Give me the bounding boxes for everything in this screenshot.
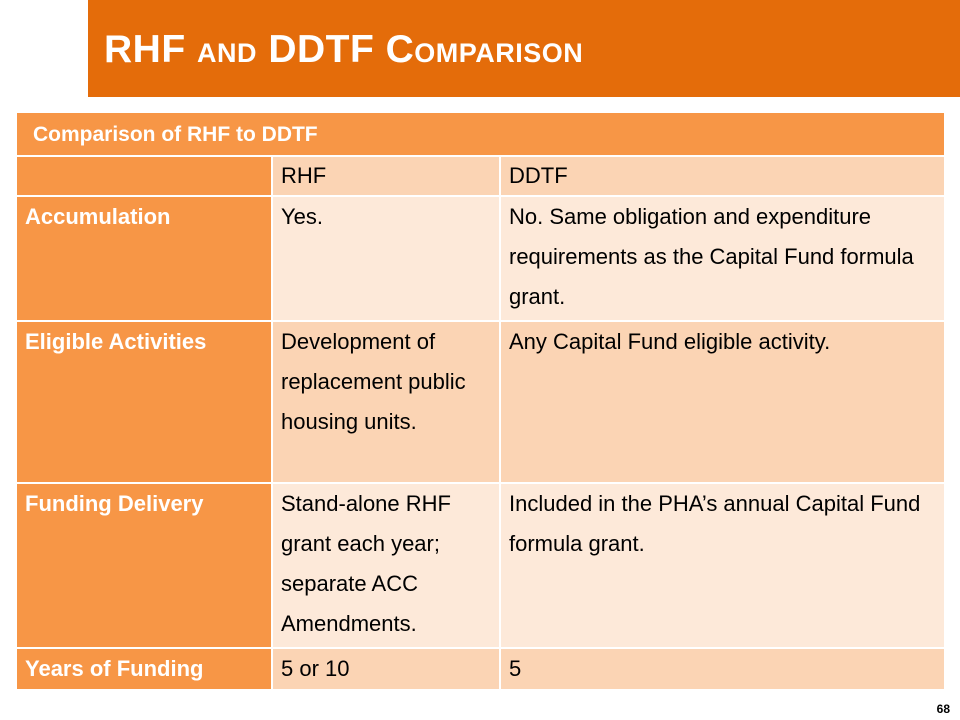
rhf-cell: Stand-alone RHF grant each year; separat…: [271, 482, 501, 649]
table-caption-row: Comparison of RHF to DDTF: [15, 111, 946, 157]
table-row: Accumulation Yes. No. Same obligation an…: [15, 195, 946, 322]
ddtf-cell: No. Same obligation and expenditure requ…: [499, 195, 946, 322]
slide-title: RHF and DDTF Comparison: [104, 28, 584, 71]
column-header-ddtf: DDTF: [499, 155, 946, 197]
table-row: Years of Funding 5 or 10 5: [15, 647, 946, 691]
column-header-rhf: RHF: [271, 155, 501, 197]
row-label: Accumulation: [15, 195, 273, 322]
row-label: Eligible Activities: [15, 320, 273, 484]
comparison-table: Comparison of RHF to DDTF RHF DDTF Accum…: [15, 111, 946, 691]
row-label: Years of Funding: [15, 647, 273, 691]
page-number: 68: [936, 702, 950, 716]
ddtf-cell: Included in the PHA’s annual Capital Fun…: [499, 482, 946, 649]
table-caption: Comparison of RHF to DDTF: [15, 111, 946, 157]
row-label: Funding Delivery: [15, 482, 273, 649]
ddtf-cell: 5: [499, 647, 946, 691]
title-bar: [88, 0, 960, 97]
ddtf-cell: Any Capital Fund eligible activity.: [499, 320, 946, 484]
table-row: Funding Delivery Stand-alone RHF grant e…: [15, 482, 946, 649]
table-row: Eligible Activities Development of repla…: [15, 320, 946, 484]
rhf-cell: 5 or 10: [271, 647, 501, 691]
corner-cell: [15, 155, 273, 197]
rhf-cell: Yes.: [271, 195, 501, 322]
rhf-cell: Development of replacement public housin…: [271, 320, 501, 484]
column-header-row: RHF DDTF: [15, 155, 946, 197]
